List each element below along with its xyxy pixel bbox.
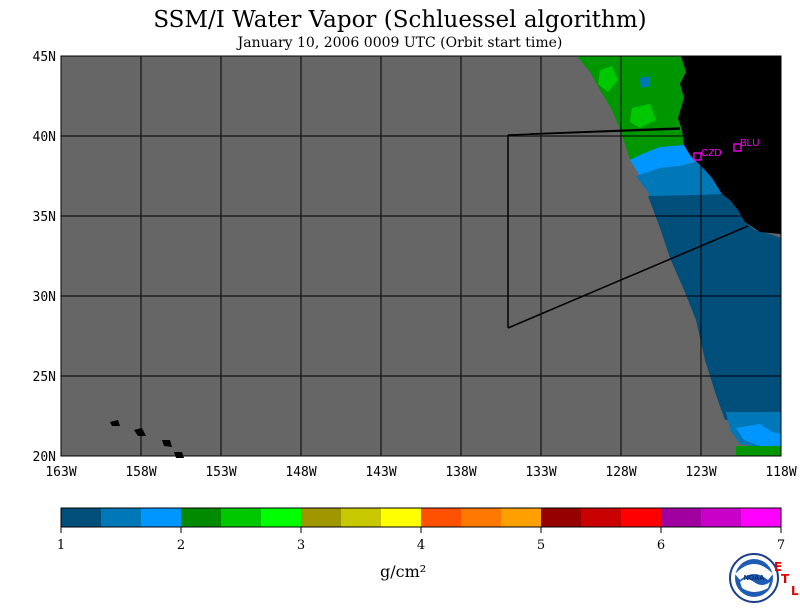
etl-letter-e: E bbox=[774, 560, 783, 574]
station-czd[interactable]: CZD bbox=[693, 148, 722, 161]
vapor-band-lightgreen-patches-2 bbox=[630, 104, 656, 128]
colorbar-units: g/cm² bbox=[380, 562, 427, 581]
colorbar-swatch bbox=[621, 508, 662, 527]
chart-subtitle: January 10, 2006 0009 UTC (Orbit start t… bbox=[237, 35, 563, 51]
colorbar-swatch bbox=[101, 508, 142, 527]
vapor-band-darkblue bbox=[648, 194, 781, 422]
colorbar-swatch bbox=[701, 508, 742, 527]
colorbar-swatch bbox=[541, 508, 582, 527]
lat-tick-label: 20N bbox=[33, 450, 56, 465]
colorbar bbox=[60, 507, 782, 528]
colorbar-ticks: 1 2 3 4 5 6 7 bbox=[57, 527, 785, 553]
orbit-bottom-edge bbox=[507, 225, 749, 329]
colorbar-tick-label: 3 bbox=[297, 538, 305, 553]
lon-tick-label: 158W bbox=[125, 465, 156, 480]
lat-tick-label: 30N bbox=[33, 290, 56, 305]
noaa-logo: NOAA bbox=[729, 553, 779, 603]
lon-tick-label: 138W bbox=[445, 465, 476, 480]
lon-tick-label: 128W bbox=[605, 465, 636, 480]
chart-title: SSM/I Water Vapor (Schluessel algorithm) bbox=[153, 7, 647, 33]
lat-tick-label: 45N bbox=[33, 50, 56, 65]
etl-letter-t: T bbox=[781, 572, 790, 586]
station-blu-label: BLU bbox=[740, 138, 759, 149]
longitude-labels: 163W 158W 153W 148W 143W 138W 133W 128W 123W 118W bbox=[45, 465, 796, 480]
colorbar-swatch bbox=[661, 508, 702, 527]
colorbar-swatch bbox=[261, 508, 302, 527]
colorbar-swatch bbox=[341, 508, 382, 527]
land-mass bbox=[678, 56, 781, 234]
lon-tick-label: 148W bbox=[285, 465, 316, 480]
lon-tick-label: 133W bbox=[525, 465, 556, 480]
lat-tick-label: 25N bbox=[33, 370, 56, 385]
colorbar-swatch bbox=[461, 508, 502, 527]
vapor-band-blue-small bbox=[640, 76, 650, 88]
vapor-band-south-brightblue bbox=[736, 424, 781, 446]
noaa-logo-text: NOAA bbox=[744, 575, 765, 582]
lat-tick-label: 40N bbox=[33, 130, 56, 145]
colorbar-tick-label: 2 bbox=[177, 538, 185, 553]
colorbar-tick-label: 6 bbox=[657, 538, 665, 553]
station-czd-label: CZD bbox=[701, 148, 722, 159]
colorbar-tick-label: 1 bbox=[57, 538, 65, 553]
colorbar-swatch bbox=[61, 508, 102, 527]
colorbar-swatch bbox=[581, 508, 622, 527]
etl-letter-l: L bbox=[791, 584, 799, 598]
colorbar-swatch bbox=[141, 508, 182, 527]
colorbar-swatch bbox=[181, 508, 222, 527]
colorbar-swatch bbox=[421, 508, 462, 527]
colorbar-swatch bbox=[501, 508, 542, 527]
lon-tick-label: 153W bbox=[205, 465, 236, 480]
lon-tick-label: 123W bbox=[685, 465, 716, 480]
lon-tick-label: 163W bbox=[45, 465, 76, 480]
colorbar-swatch bbox=[381, 508, 422, 527]
lon-tick-label: 118W bbox=[765, 465, 796, 480]
map-frame bbox=[60, 55, 782, 457]
hawaii-island-1 bbox=[110, 420, 120, 426]
colorbar-tick-label: 7 bbox=[777, 538, 785, 553]
station-czd-marker bbox=[693, 152, 702, 161]
latitude-labels: 45N 40N 35N 30N 25N 20N bbox=[33, 50, 56, 465]
station-blu[interactable]: BLU bbox=[733, 138, 759, 152]
colorbar-swatch bbox=[301, 508, 342, 527]
colorbar-tick-label: 4 bbox=[417, 538, 425, 553]
vapor-band-south-green bbox=[736, 446, 781, 456]
colorbar-swatch bbox=[221, 508, 262, 527]
hawaii-island-3 bbox=[162, 440, 172, 447]
colorbar-tick-label: 5 bbox=[537, 538, 545, 553]
colorbar-swatch bbox=[741, 508, 782, 527]
map-grid bbox=[61, 56, 781, 456]
lat-tick-label: 35N bbox=[33, 210, 56, 225]
hawaii-island-2 bbox=[134, 428, 146, 436]
orbit-top-edge bbox=[507, 128, 681, 136]
vapor-band-brightblue bbox=[630, 145, 695, 176]
vapor-band-lightgreen-patches bbox=[598, 66, 618, 92]
map-panel: CZD BLU bbox=[60, 55, 782, 458]
station-blu-marker bbox=[733, 143, 742, 152]
lon-tick-label: 143W bbox=[365, 465, 396, 480]
